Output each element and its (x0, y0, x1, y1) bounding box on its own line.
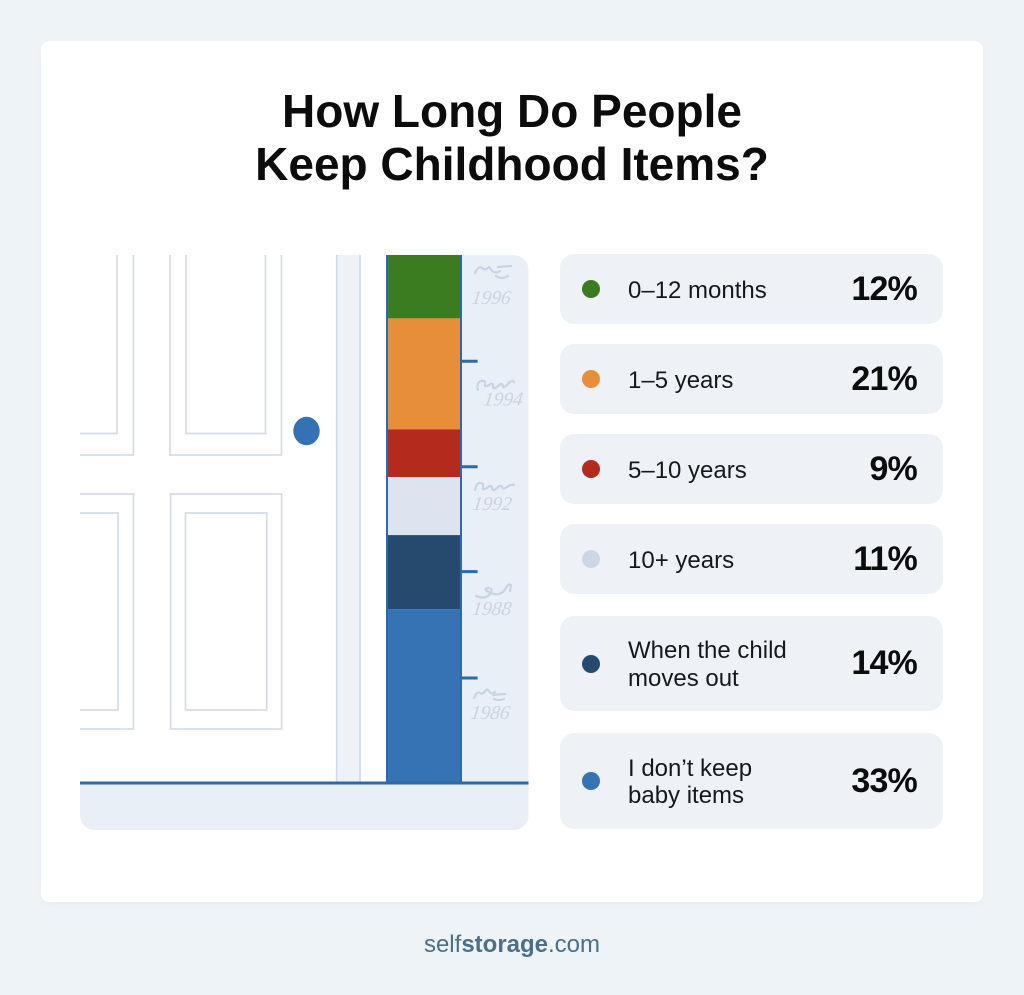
svg-text:1992: 1992 (471, 494, 513, 515)
svg-text:1994: 1994 (482, 389, 524, 410)
svg-text:1996: 1996 (470, 288, 512, 309)
svg-text:1986: 1986 (469, 703, 511, 724)
svg-text:1988: 1988 (471, 599, 513, 620)
